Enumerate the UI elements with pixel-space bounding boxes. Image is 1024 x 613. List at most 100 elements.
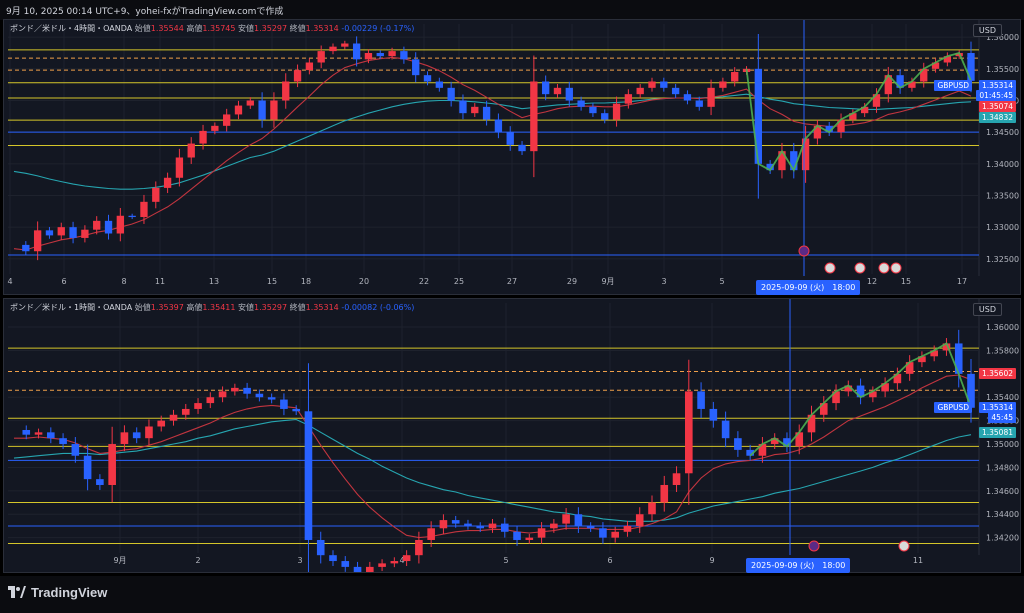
candle [636, 87, 644, 95]
candle [685, 391, 693, 474]
candle [22, 244, 30, 252]
economic-event-icon [798, 245, 810, 257]
candle [672, 473, 681, 485]
candle [837, 119, 845, 133]
candle [635, 514, 644, 526]
candle [255, 393, 264, 398]
y-tick-label: 1.36000 [986, 323, 1019, 332]
candle [258, 100, 266, 120]
candle [550, 523, 558, 529]
candle [884, 75, 892, 95]
crosshair-time-label: 2025-09-09 (火) 18:00 [756, 280, 861, 295]
candle [140, 201, 148, 218]
economic-event-icon [854, 262, 866, 274]
candle [807, 414, 816, 433]
x-tick-label: 15 [267, 277, 277, 286]
legend-open-label: 始値 [134, 303, 151, 312]
x-tick-label: 29 [567, 277, 577, 286]
candle [599, 528, 607, 538]
candle [671, 87, 680, 95]
candle [223, 114, 231, 126]
candle [488, 523, 497, 529]
candle [218, 391, 227, 398]
candle [967, 53, 975, 81]
candle [832, 391, 840, 404]
candle [83, 455, 92, 480]
currency-button[interactable]: USD [972, 303, 1002, 316]
moving-average-teal [13, 93, 972, 190]
trend-highlight-green [749, 342, 972, 457]
y-tick-label: 1.34400 [986, 510, 1019, 519]
x-tick-label: 3 [297, 556, 302, 565]
candle [447, 87, 455, 101]
chart-canvas-4h[interactable]: 1.360001.355001.350001.345001.340001.335… [4, 20, 1020, 294]
chart-pane-4h[interactable]: 1.360001.355001.350001.345001.340001.335… [3, 19, 1021, 295]
chart-pane-1h[interactable]: 1.360001.358001.354001.352001.350001.348… [3, 298, 1021, 573]
candle [754, 68, 762, 164]
header-text: 9月 10, 2025 00:14 UTC+9、yohei-fxがTrading… [6, 7, 284, 17]
candle [169, 414, 178, 421]
y-tick-label: 1.35000 [986, 440, 1019, 449]
x-tick-label: 6 [61, 277, 66, 286]
candle [494, 119, 503, 133]
candle [513, 531, 521, 540]
y-tick-label: 1.33500 [986, 192, 1019, 201]
x-tick-label: 9 [709, 556, 714, 565]
candle [116, 215, 124, 234]
candle [623, 525, 632, 532]
chart-canvas-1h[interactable]: 1.360001.358001.354001.352001.350001.348… [4, 299, 1020, 572]
price-tag-ma-red: 1.35602 [978, 368, 1016, 379]
candle [624, 94, 633, 104]
economic-event-icon [824, 262, 836, 274]
currency-button[interactable]: USD [972, 24, 1002, 37]
legend-title: ポンド／米ドル・4時間・OANDA [10, 24, 133, 33]
candle [329, 555, 337, 562]
economic-event-icon [808, 540, 820, 552]
candle [163, 177, 172, 188]
candle [908, 81, 916, 88]
candle [872, 94, 881, 107]
y-tick-label: 1.34600 [986, 487, 1019, 496]
x-tick-label: 8 [121, 277, 126, 286]
candle [530, 81, 538, 152]
candle [341, 43, 349, 47]
x-tick-label: 22 [419, 277, 429, 286]
x-tick-label: 17 [957, 277, 967, 286]
candle [199, 130, 207, 144]
candle [471, 106, 479, 114]
x-tick-label: 9月 [601, 277, 614, 286]
candle [719, 81, 727, 88]
candle [783, 438, 791, 447]
y-tick-label: 1.34800 [986, 463, 1019, 472]
candle [930, 350, 938, 357]
legend-change: -0.00082 (-0.06%) [341, 303, 415, 312]
candle [59, 438, 67, 445]
economic-event-icon [898, 540, 910, 552]
candle [586, 525, 595, 529]
candle [427, 528, 435, 540]
candle [795, 432, 804, 447]
candle [920, 68, 928, 82]
candle [819, 403, 828, 415]
price-tag-close: 1.35314 [978, 402, 1016, 413]
legend-high-label: 高値 [186, 303, 203, 312]
candle [57, 227, 65, 236]
candle [194, 403, 202, 409]
x-tick-label: 4 [399, 556, 404, 565]
tradingview-logo[interactable]: TradingView [8, 585, 107, 600]
candle [905, 362, 914, 374]
economic-event-icon [890, 262, 902, 274]
candle [697, 391, 705, 409]
candle [954, 343, 963, 374]
tradingview-logo-text: TradingView [31, 585, 108, 600]
candle [648, 81, 656, 88]
candle [770, 438, 779, 445]
candle [721, 420, 730, 439]
x-tick-label: 13 [209, 277, 219, 286]
y-tick-label: 1.34200 [986, 534, 1019, 543]
candle [881, 383, 889, 392]
candle [378, 563, 386, 567]
price-tag-ma-red: 1.35074 [978, 101, 1016, 112]
x-tick-label: 25 [454, 277, 464, 286]
candle [869, 391, 877, 398]
